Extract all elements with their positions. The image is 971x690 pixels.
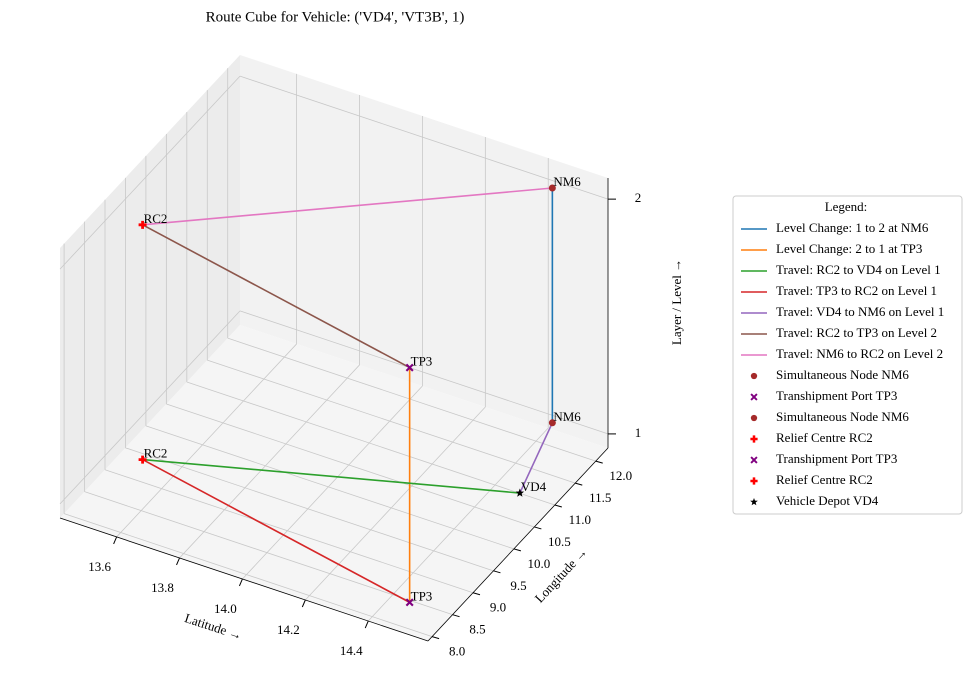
y-tick (472, 592, 481, 596)
z-tick-label: 1 (635, 425, 642, 440)
point-label: TP3 (411, 354, 433, 369)
x-tick-label: 14.4 (340, 643, 363, 658)
grid-line (367, 427, 549, 622)
route-line (142, 458, 520, 494)
y-tick (493, 570, 501, 574)
marker (750, 497, 758, 506)
grid-line (59, 310, 241, 505)
marker (750, 477, 758, 485)
grid-line (239, 310, 609, 435)
z-tick-label: 2 (635, 190, 642, 205)
grid-line (63, 513, 433, 637)
x-tick-label: 14.0 (214, 601, 237, 616)
route-line (142, 458, 411, 604)
grid-line (186, 381, 555, 506)
y-tick-label: 8.5 (469, 622, 485, 637)
route-line (142, 224, 411, 369)
marker (548, 184, 556, 192)
grid-line (84, 491, 453, 616)
x-tick (364, 620, 369, 629)
grid-line (242, 385, 423, 580)
legend-label: Relief Centre RC2 (776, 472, 873, 487)
legend-label: Travel: RC2 to VD4 on Level 1 (776, 262, 941, 277)
legend-label: Vehicle Depot VD4 (776, 493, 879, 508)
y-tick-label: 11.5 (589, 490, 611, 505)
point-label: RC2 (144, 211, 168, 226)
grid-line (116, 343, 297, 538)
legend-label: Travel: NM6 to RC2 on Level 2 (776, 346, 943, 361)
legend-label: Travel: TP3 to RC2 on Level 1 (776, 283, 937, 298)
grid-line (207, 359, 576, 484)
x-tick-label: 14.2 (277, 622, 300, 637)
marker (750, 435, 758, 443)
y-tick (595, 460, 603, 464)
grid-line (239, 75, 609, 200)
y-tick (513, 548, 522, 552)
marker (515, 488, 525, 497)
y-tick (452, 614, 460, 618)
y-tick-label: 10.0 (528, 556, 551, 571)
y-tick (554, 504, 562, 508)
legend-label: Transhipment Port TP3 (776, 451, 897, 466)
pane-bottom (60, 325, 608, 641)
legend-label: Relief Centre RC2 (776, 430, 873, 445)
x-tick (301, 599, 306, 608)
y-axis (427, 447, 609, 642)
point-label: VD4 (521, 479, 547, 494)
marker (138, 455, 147, 464)
y-tick-label: 11.0 (569, 512, 591, 527)
legend-label: Simultaneous Node NM6 (776, 409, 909, 424)
y-tick-label: 8.0 (449, 644, 465, 659)
y-tick-label: 12.0 (609, 468, 632, 483)
marker (750, 414, 758, 422)
grid-line (145, 425, 515, 550)
x-tick (113, 536, 118, 545)
legend-label: Travel: VD4 to NM6 on Level 1 (776, 304, 944, 319)
legend-label: Travel: RC2 to TP3 on Level 2 (776, 325, 937, 340)
point-label: RC2 (144, 446, 168, 461)
marker (750, 393, 758, 401)
grid-line (125, 447, 494, 572)
legend-label: Level Change: 1 to 2 at NM6 (776, 220, 929, 235)
grid-line (59, 75, 241, 270)
grid-line (179, 364, 360, 559)
marker (138, 220, 147, 229)
point-label: NM6 (553, 174, 581, 189)
legend-box (732, 195, 963, 515)
marker (750, 456, 758, 464)
legend-label: Simultaneous Node NM6 (776, 367, 909, 382)
legend-label: Level Change: 2 to 1 at TP3 (776, 241, 922, 256)
marker (548, 419, 556, 427)
grid-line (227, 337, 596, 462)
route-line (142, 187, 553, 226)
y-tick (431, 636, 440, 640)
chart-title: Route Cube for Vehicle: ('VD4', 'VT3B', … (206, 9, 465, 25)
y-tick-label: 9.5 (510, 578, 526, 593)
y-tick (534, 526, 542, 530)
point-label: NM6 (553, 409, 581, 424)
legend-label: Transhipment Port TP3 (776, 388, 897, 403)
x-tick-label: 13.6 (88, 559, 111, 574)
legend-title: Legend: (825, 199, 868, 214)
route-line (519, 422, 554, 494)
marker (750, 372, 758, 380)
y-tick (575, 482, 583, 486)
z-axis-label: Layer / Level → (669, 259, 684, 345)
x-axis (59, 517, 429, 642)
grid-line (305, 406, 486, 601)
marker (405, 598, 414, 607)
point-label: TP3 (411, 588, 433, 603)
y-axis-label: Longitude → (532, 544, 590, 605)
y-tick-label: 9.0 (490, 600, 506, 615)
y-tick-label: 10.5 (548, 534, 571, 549)
x-tick-label: 13.8 (151, 580, 174, 595)
grid-line (104, 469, 474, 594)
x-tick (238, 578, 243, 587)
x-tick (176, 557, 180, 566)
grid-line (166, 403, 535, 528)
pane-back (240, 55, 608, 448)
marker (405, 363, 414, 372)
